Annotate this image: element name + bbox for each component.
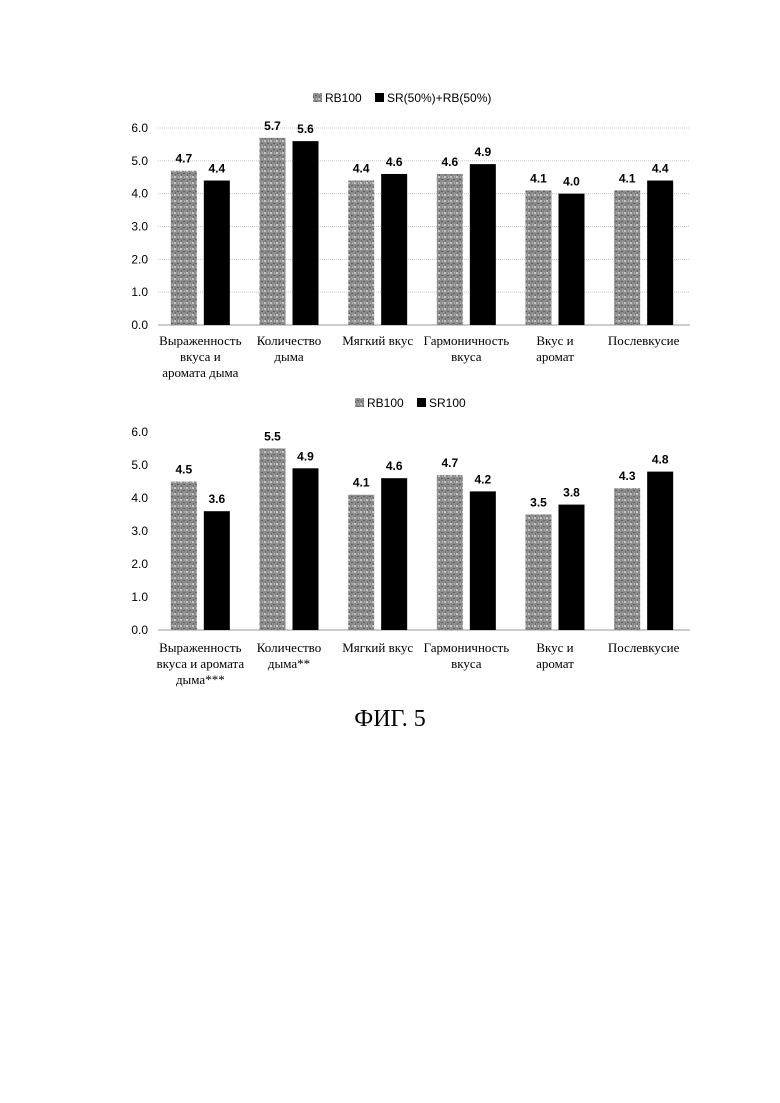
category-label: Выраженность	[159, 333, 241, 348]
category-label: Вкус и	[536, 640, 573, 655]
y-tick-label: 2.0	[131, 557, 148, 571]
data-label-1-1: 4.5	[175, 463, 192, 477]
bar-2-2	[293, 468, 319, 630]
data-label-2-2: 4.9	[297, 449, 314, 463]
category-label: дыма**	[268, 656, 310, 671]
y-tick-label: 5.0	[131, 154, 148, 168]
y-tick-label: 1.0	[131, 285, 148, 299]
chart-1: RB100 SR(50%)+RB(50%) 0.0 1.0 2.0 3.0 4.0 5.0 6.…	[0, 80, 780, 390]
category-label: аромат	[536, 349, 574, 364]
bar-1-6	[614, 488, 640, 630]
bar-2-6	[647, 472, 673, 630]
data-label-2-6: 4.8	[652, 453, 669, 467]
legend-label-2: SR100	[429, 396, 466, 410]
y-tick-label: 6.0	[131, 121, 148, 135]
category-label: дыма	[274, 349, 303, 364]
category-label: Послевкусие	[608, 640, 680, 655]
data-label-1-1: 4.7	[175, 152, 192, 166]
bar-1-1	[171, 482, 197, 631]
bar-2-3	[381, 478, 407, 630]
category-label: Послевкусие	[608, 333, 680, 348]
bar-2-1	[204, 181, 230, 325]
chart-2: RB100 SR100 0.0 1.0 2.0 3.0 4.0 5.0 6.0 4.5 3.6 Выр…	[0, 385, 780, 700]
legend-swatch-2	[375, 93, 384, 102]
bar-2-3	[381, 174, 407, 325]
legend-label-1: RB100	[367, 396, 404, 410]
data-label-2-1: 4.4	[208, 162, 225, 176]
chart-2-svg: RB100 SR100 0.0 1.0 2.0 3.0 4.0 5.0 6.0 4.5 3.6 Выр…	[0, 385, 780, 700]
bar-1-5	[526, 190, 552, 325]
data-label-2-3: 4.6	[386, 155, 403, 169]
legend-label-1: RB100	[325, 91, 362, 105]
bar-2-4	[470, 491, 496, 630]
y-tick-label: 0.0	[131, 318, 148, 332]
data-label-2-4: 4.9	[474, 145, 491, 159]
legend-label-2: SR(50%)+RB(50%)	[387, 91, 491, 105]
data-label-1-5: 3.5	[530, 496, 547, 510]
data-label-2-5: 3.8	[563, 486, 580, 500]
bar-1-3	[348, 495, 374, 630]
category-label: Мягкий вкус	[342, 333, 413, 348]
legend-swatch-1	[355, 398, 364, 407]
y-tick-label: 2.0	[131, 252, 148, 266]
bar-1-4	[437, 475, 463, 630]
category-label: вкуса	[451, 349, 482, 364]
bar-1-2	[260, 138, 286, 325]
bar-2-5	[559, 505, 585, 630]
y-tick-label: 3.0	[131, 220, 148, 234]
y-tick-label: 4.0	[131, 491, 148, 505]
bar-2-6	[647, 181, 673, 325]
data-label-1-5: 4.1	[530, 171, 547, 185]
y-tick-label: 1.0	[131, 590, 148, 604]
data-label-2-4: 4.2	[474, 472, 491, 486]
bar-1-2	[260, 449, 286, 631]
y-tick-label: 0.0	[131, 623, 148, 637]
category-label: дыма***	[176, 672, 225, 687]
category-label: вкуса	[451, 656, 482, 671]
data-label-1-6: 4.1	[619, 171, 636, 185]
category-label: вкуса и аромата	[157, 656, 245, 671]
data-label-1-6: 4.3	[619, 469, 636, 483]
category-label: аромата дыма	[162, 365, 238, 380]
data-label-2-2: 5.6	[297, 122, 314, 136]
data-label-1-2: 5.5	[264, 430, 281, 444]
bar-1-3	[348, 181, 374, 325]
figure-caption: ФИГ. 5	[0, 706, 780, 733]
data-label-2-3: 4.6	[386, 459, 403, 473]
y-tick-label: 6.0	[131, 425, 148, 439]
data-label-2-5: 4.0	[563, 175, 580, 189]
y-tick-label: 3.0	[131, 524, 148, 538]
category-label: Мягкий вкус	[342, 640, 413, 655]
y-tick-label: 5.0	[131, 458, 148, 472]
category-label: вкуса и	[180, 349, 221, 364]
category-label: Вкус и	[536, 333, 573, 348]
bar-2-1	[204, 511, 230, 630]
bar-1-1	[171, 171, 197, 325]
data-label-1-2: 5.7	[264, 119, 281, 133]
category-label: Гармоничность	[424, 333, 510, 348]
bar-2-4	[470, 164, 496, 325]
y-tick-label: 4.0	[131, 187, 148, 201]
data-label-1-4: 4.6	[441, 155, 458, 169]
data-label-2-6: 4.4	[652, 162, 669, 176]
data-label-2-1: 3.6	[208, 492, 225, 506]
data-label-1-3: 4.1	[353, 476, 370, 490]
category-label: Выраженность	[159, 640, 241, 655]
chart-1-svg: RB100 SR(50%)+RB(50%) 0.0 1.0 2.0 3.0 4.0 5.0 6.…	[0, 80, 780, 390]
bar-1-6	[614, 190, 640, 325]
data-label-1-3: 4.4	[353, 162, 370, 176]
bar-2-5	[559, 194, 585, 325]
bar-1-5	[526, 515, 552, 631]
legend-swatch-1	[313, 93, 322, 102]
category-label: Гармоничность	[424, 640, 510, 655]
category-label: аромат	[536, 656, 574, 671]
legend-swatch-2	[417, 398, 426, 407]
data-label-1-4: 4.7	[441, 456, 458, 470]
category-label: Количество	[257, 640, 321, 655]
bar-2-2	[293, 141, 319, 325]
bar-1-4	[437, 174, 463, 325]
category-label: Количество	[257, 333, 321, 348]
